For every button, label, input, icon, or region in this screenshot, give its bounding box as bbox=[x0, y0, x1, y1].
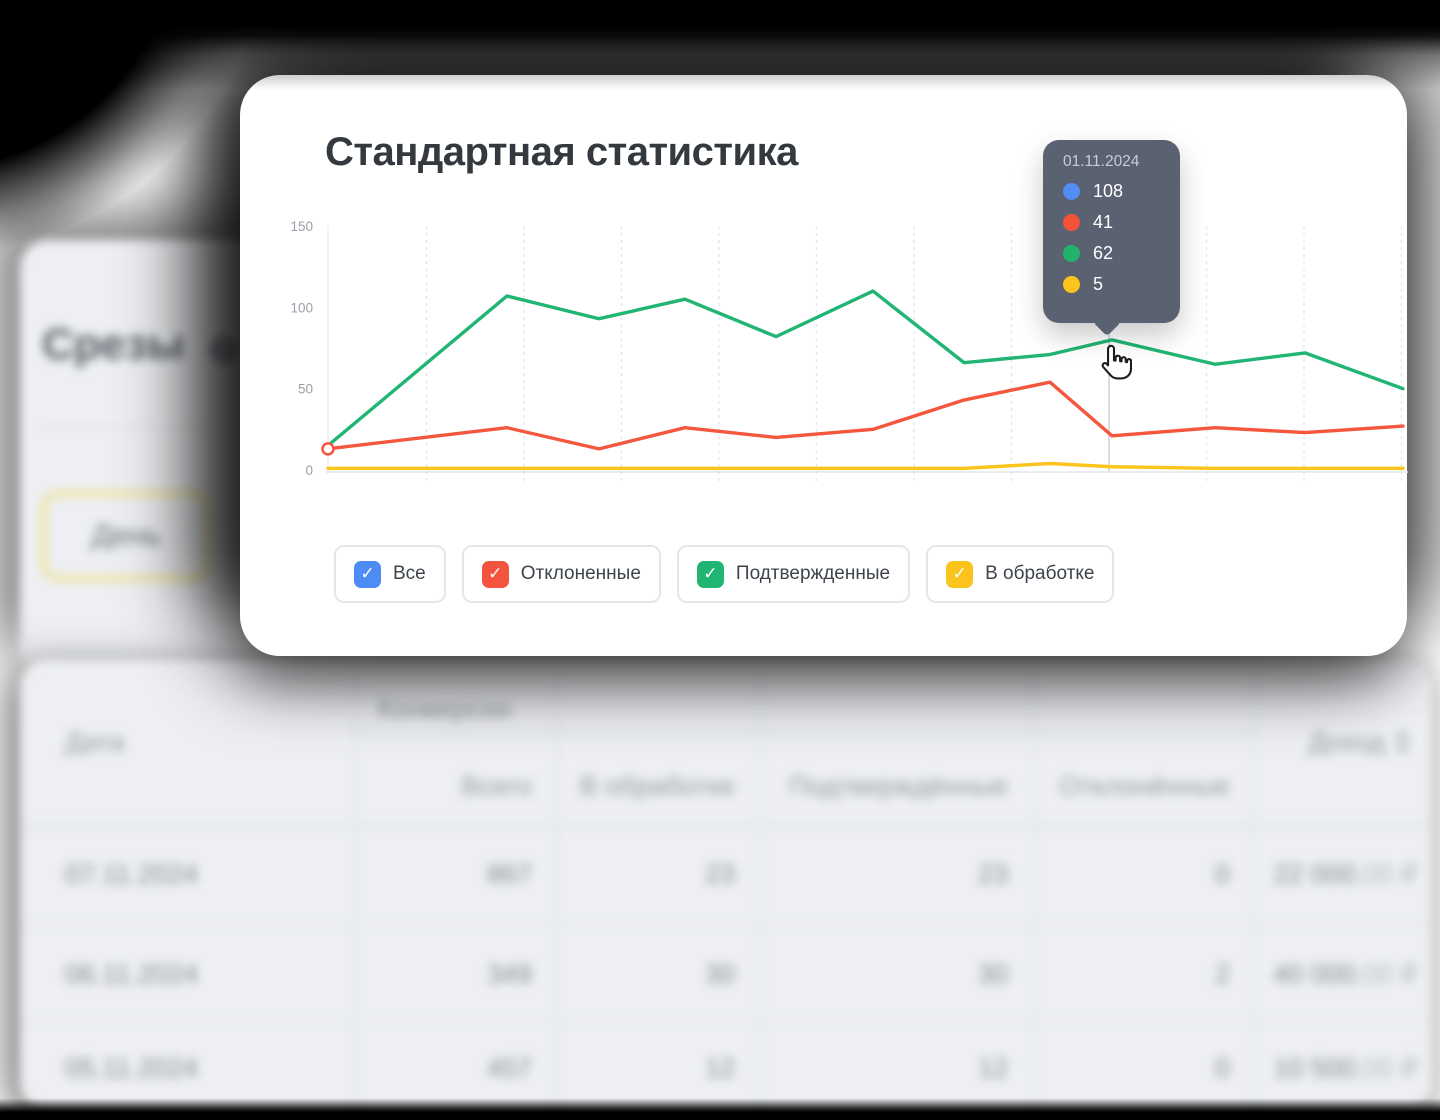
checkbox-icon[interactable]: ✓ bbox=[696, 560, 724, 588]
checkbox-icon[interactable]: ✓ bbox=[481, 560, 509, 588]
legend-checkbox-В обработке[interactable]: ✓ В обработке bbox=[926, 545, 1115, 603]
series-В обработке bbox=[326, 461, 1405, 471]
checkbox-icon[interactable]: ✓ bbox=[354, 560, 381, 588]
column-header-declined: Отклонённые bbox=[1059, 771, 1230, 801]
series-dot-icon bbox=[1063, 245, 1080, 262]
tooltip-row: 62 bbox=[1063, 243, 1180, 264]
cell-date: 07.11.2024 bbox=[65, 859, 199, 889]
cell-declined: 2 bbox=[1214, 959, 1230, 989]
y-tick-label: 150 bbox=[290, 219, 313, 234]
cell-processing: 30 bbox=[704, 959, 735, 989]
start-marker bbox=[321, 442, 335, 456]
column-header-date: Дата bbox=[65, 726, 125, 757]
checkbox-icon[interactable]: ✓ bbox=[946, 560, 974, 588]
series-dot-icon bbox=[1063, 183, 1080, 200]
column-divider bbox=[759, 660, 761, 1110]
table-row: 06.11.2024 349 30 30 2 40 000,00 ₽ bbox=[20, 925, 1432, 1022]
cell-total: 457 bbox=[486, 1052, 532, 1083]
series-dot-icon bbox=[1063, 276, 1080, 293]
sort-icon[interactable] bbox=[1395, 730, 1410, 754]
table-row: 05.11.2024 457 12 12 0 10 500,00 ₽ bbox=[20, 1022, 1432, 1110]
legend-label: Отклоненные bbox=[520, 563, 641, 584]
legend-checkbox-Отклоненные[interactable]: ✓ Отклоненные bbox=[461, 545, 661, 603]
card-title: Стандартная статистика bbox=[325, 130, 798, 174]
legend-label: В обработке bbox=[985, 563, 1095, 584]
series-dot-icon bbox=[1063, 214, 1080, 231]
slices-heading: Срезы bbox=[42, 320, 185, 369]
y-tick-label: 0 bbox=[305, 463, 313, 478]
cell-total: 867 bbox=[486, 859, 532, 889]
column-header-total: Всего bbox=[461, 771, 532, 801]
tooltip-value: 41 bbox=[1093, 212, 1114, 232]
chart-tooltip: 01.11.2024 108 41 62 5 bbox=[1043, 140, 1180, 323]
conversions-table-card: Дата Конверсии Всего В обработке Подтвер… bbox=[20, 660, 1432, 1110]
help-icon[interactable]: ? bbox=[210, 336, 238, 364]
legend-label: Подтвержденные bbox=[735, 563, 891, 584]
cell-date: 06.11.2024 bbox=[65, 959, 199, 989]
column-divider bbox=[1254, 660, 1256, 1110]
tooltip-value: 108 bbox=[1093, 181, 1124, 201]
chart-legend: ✓ Все ✓ Отклоненные ✓ Подтвержденные ✓ В обрабо… bbox=[334, 545, 1115, 603]
legend-label: Все bbox=[393, 563, 426, 584]
legend-checkbox-Все[interactable]: ✓ Все bbox=[334, 545, 446, 603]
cell-income: 40 000,00 ₽ bbox=[1273, 959, 1418, 989]
cell-processing: 23 bbox=[704, 859, 735, 889]
column-divider bbox=[1032, 660, 1034, 1110]
cell-declined: 0 bbox=[1214, 1052, 1230, 1083]
column-header-income[interactable]: Доход bbox=[1308, 660, 1410, 824]
column-header-conversions: Конверсии bbox=[378, 694, 512, 724]
standard-statistics-card: Стандартная статистика 150 100 50 0 01.11.2… bbox=[240, 75, 1408, 656]
cell-processing: 12 bbox=[704, 1052, 735, 1083]
series-Подтвержденные bbox=[326, 289, 1405, 448]
cell-income: 10 500,00 ₽ bbox=[1273, 1052, 1418, 1083]
tooltip-value: 5 bbox=[1093, 274, 1104, 294]
period-day-button[interactable]: День bbox=[42, 492, 210, 580]
income-label: Доход bbox=[1308, 726, 1385, 757]
tooltip-row: 5 bbox=[1063, 274, 1180, 295]
table-row: 07.11.2024 867 23 23 0 22 000,00 ₽ bbox=[20, 824, 1432, 925]
y-tick-label: 100 bbox=[290, 300, 313, 315]
cell-confirmed: 30 bbox=[977, 959, 1008, 989]
legend-checkbox-Подтвержденные[interactable]: ✓ Подтвержденные bbox=[676, 545, 911, 603]
header-divider bbox=[20, 824, 1432, 826]
y-tick-label: 50 bbox=[298, 382, 313, 397]
cell-income: 22 000,00 ₽ bbox=[1273, 859, 1418, 889]
series-Отклоненные bbox=[326, 380, 1405, 451]
line-chart[interactable]: 150 100 50 0 bbox=[280, 210, 1415, 495]
table-body: 07.11.2024 867 23 23 0 22 000,00 ₽06.11.2024 3… bbox=[20, 824, 1432, 1110]
tooltip-value: 62 bbox=[1093, 243, 1114, 263]
cell-declined: 0 bbox=[1214, 859, 1230, 889]
column-header-processing: В обработке bbox=[579, 771, 735, 801]
column-divider bbox=[556, 660, 558, 1110]
cell-confirmed: 12 bbox=[977, 1052, 1008, 1083]
hand-cursor-icon bbox=[1101, 344, 1132, 380]
group-header-divider bbox=[353, 733, 1254, 735]
tooltip-row: 41 bbox=[1063, 212, 1180, 233]
column-header-confirmed: Подтверждённые bbox=[788, 771, 1008, 801]
cell-date: 05.11.2024 bbox=[65, 1052, 199, 1083]
tooltip-date: 01.11.2024 bbox=[1063, 153, 1140, 170]
column-divider bbox=[353, 660, 355, 1110]
cell-confirmed: 23 bbox=[977, 859, 1008, 889]
cell-total: 349 bbox=[486, 959, 532, 989]
tooltip-row: 108 bbox=[1063, 181, 1180, 202]
